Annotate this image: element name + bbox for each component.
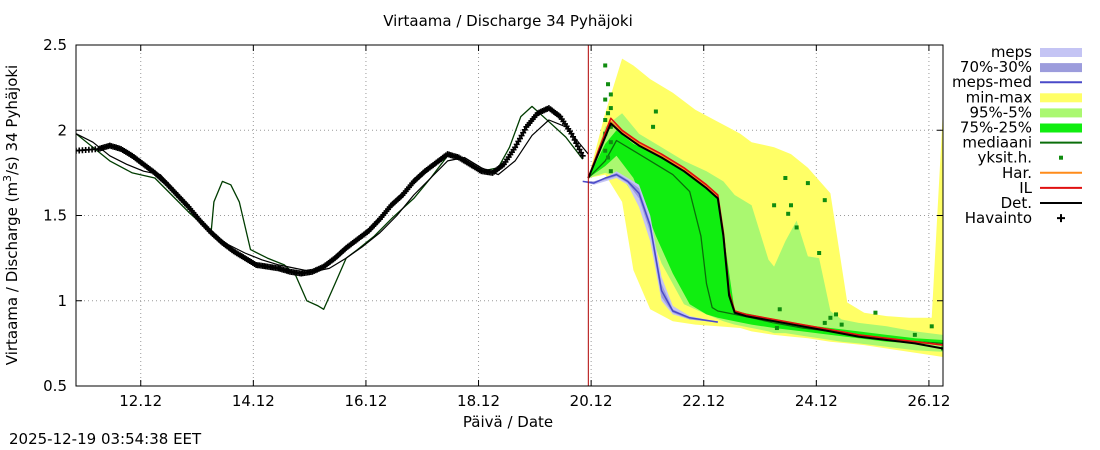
y-tick-label: 2 bbox=[57, 121, 67, 139]
point-yksit-h bbox=[839, 322, 844, 327]
legend-label-mediaani: mediaani bbox=[962, 134, 1032, 152]
legend-swatch-meps bbox=[1040, 48, 1082, 57]
point-yksit-h bbox=[603, 63, 608, 68]
point-yksit-h bbox=[772, 203, 777, 208]
y-tick-label: 0.5 bbox=[43, 377, 67, 395]
x-tick-label: 22.12 bbox=[682, 392, 725, 410]
point-yksit-h bbox=[786, 211, 791, 216]
point-havainto bbox=[579, 152, 586, 159]
timestamp: 2025-12-19 03:54:38 EET bbox=[9, 430, 202, 448]
legend-label-meps-med: meps-med bbox=[952, 73, 1032, 91]
y-axis-ticks: 0.5 1 1.5 2 2.5 bbox=[43, 36, 943, 395]
legend-label-70-30: 70%-30% bbox=[960, 58, 1032, 76]
point-yksit-h bbox=[653, 109, 658, 114]
point-yksit-h bbox=[608, 106, 613, 111]
legend-label-havainto: Havainto bbox=[965, 209, 1032, 227]
x-tick-label: 20.12 bbox=[570, 392, 613, 410]
point-yksit-h bbox=[783, 175, 788, 180]
x-tick-label: 26.12 bbox=[907, 392, 950, 410]
y-axis-label: Virtaama / Discharge (m3/s) 34 Pyhäjoki bbox=[1, 65, 21, 365]
y-axis-label-part1: Virtaama / Discharge (m bbox=[3, 182, 21, 365]
plot-area: 0.5 1 1.5 2 2.5 12.12 14.12 16.12 18.12 20.12 22.… bbox=[43, 36, 950, 410]
point-yksit-h bbox=[828, 315, 833, 320]
point-yksit-h bbox=[606, 82, 611, 87]
point-yksit-h bbox=[794, 225, 799, 230]
x-tick-label: 16.12 bbox=[344, 392, 387, 410]
chart-title: Virtaama / Discharge 34 Pyhäjoki bbox=[383, 12, 633, 30]
y-axis-label-superscript: 3 bbox=[1, 175, 14, 182]
series-group bbox=[76, 58, 943, 357]
point-yksit-h bbox=[805, 181, 810, 186]
point-yksit-h bbox=[929, 324, 934, 329]
point-yksit-h bbox=[603, 148, 608, 153]
point-yksit-h bbox=[608, 169, 613, 174]
point-yksit-h bbox=[912, 332, 917, 337]
point-havainto bbox=[568, 130, 575, 137]
x-tick-label: 12.12 bbox=[119, 392, 162, 410]
legend-swatch-min-max bbox=[1040, 93, 1082, 103]
point-havainto bbox=[578, 149, 585, 156]
point-yksit-h bbox=[777, 307, 782, 312]
legend-swatch-yksit-h bbox=[1059, 155, 1063, 160]
legend-swatch-70-30 bbox=[1040, 63, 1082, 73]
point-yksit-h bbox=[834, 312, 839, 317]
point-yksit-h bbox=[822, 198, 827, 203]
point-havainto bbox=[576, 146, 583, 153]
point-yksit-h bbox=[603, 118, 608, 123]
legend-swatch-75-25 bbox=[1040, 123, 1082, 133]
y-axis-label-part2: /s) 34 Pyhäjoki bbox=[3, 65, 21, 175]
x-axis-label: Päivä / Date bbox=[463, 413, 553, 431]
series-havainto bbox=[76, 105, 586, 277]
point-yksit-h bbox=[608, 140, 613, 145]
x-tick-label: 24.12 bbox=[795, 392, 838, 410]
point-havainto bbox=[574, 143, 581, 150]
legend-swatch-95-5 bbox=[1040, 108, 1082, 118]
point-yksit-h bbox=[603, 97, 608, 102]
band-75-25 bbox=[588, 130, 943, 346]
legend-label-har: Har. bbox=[1002, 164, 1032, 182]
point-yksit-h bbox=[651, 124, 656, 129]
point-yksit-h bbox=[817, 251, 822, 256]
x-axis-ticks: 12.12 14.12 16.12 18.12 20.12 22.12 24.12 26.12 bbox=[119, 45, 950, 410]
legend-label-min-max: min-max bbox=[966, 88, 1033, 106]
point-yksit-h bbox=[606, 111, 611, 116]
legend: meps70%-30%meps-medmin-max95%-5%75%-25%m… bbox=[952, 43, 1082, 227]
legend-label-il: IL bbox=[1019, 179, 1032, 197]
legend-label-95-5: 95%-5% bbox=[969, 103, 1032, 121]
legend-swatch-havainto bbox=[1057, 214, 1065, 223]
x-tick-label: 18.12 bbox=[457, 392, 500, 410]
point-yksit-h bbox=[608, 124, 613, 129]
point-yksit-h bbox=[788, 203, 793, 208]
point-havainto bbox=[571, 136, 578, 143]
legend-label-meps: meps bbox=[991, 43, 1032, 61]
y-tick-label: 2.5 bbox=[43, 36, 67, 54]
legend-label-det: Det. bbox=[1001, 194, 1032, 212]
legend-label-yksit-h: yksit.h. bbox=[978, 149, 1032, 167]
point-yksit-h bbox=[608, 92, 613, 97]
point-yksit-h bbox=[873, 310, 878, 315]
y-tick-label: 1.5 bbox=[43, 207, 67, 225]
x-tick-label: 14.12 bbox=[232, 392, 275, 410]
line-det bbox=[587, 122, 943, 350]
point-havainto bbox=[573, 140, 580, 147]
line-meps-med bbox=[582, 173, 718, 323]
point-yksit-h bbox=[822, 320, 827, 325]
point-havainto bbox=[570, 133, 577, 140]
y-tick-label: 1 bbox=[57, 292, 67, 310]
point-yksit-h bbox=[774, 326, 779, 331]
point-yksit-h bbox=[606, 155, 611, 160]
legend-label-75-25: 75%-25% bbox=[960, 119, 1032, 137]
